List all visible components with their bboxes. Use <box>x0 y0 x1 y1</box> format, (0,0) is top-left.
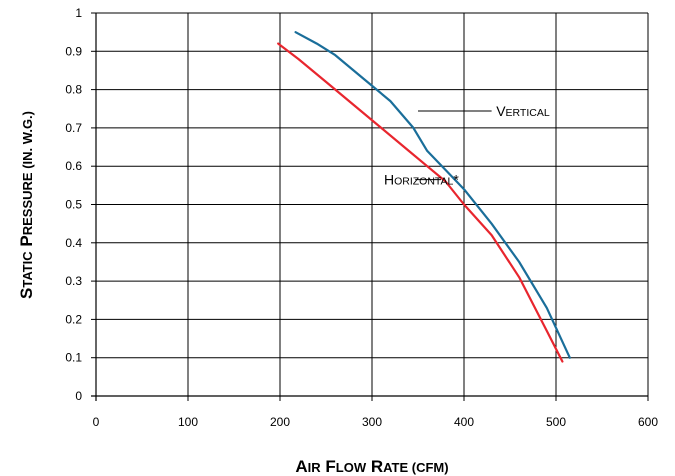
y-tick-label: 1 <box>75 6 82 20</box>
x-tick-label: 0 <box>93 415 100 429</box>
y-tick-label: 0.6 <box>65 159 82 173</box>
y-tick-label: 0.3 <box>65 274 82 288</box>
series-line-vertical <box>294 31 571 359</box>
grid <box>96 12 649 396</box>
axes <box>91 12 649 401</box>
series-lines <box>277 31 571 363</box>
x-tick-label: 500 <box>546 415 566 429</box>
x-tick-label: 200 <box>270 415 290 429</box>
y-tick-label: 0 <box>75 389 82 403</box>
annotation-label-vertical: VERTICAL <box>496 103 550 119</box>
y-tick-label: 0.1 <box>65 351 82 365</box>
annotations: VERTICAL HORIZONTAL* <box>384 103 550 188</box>
series-line-horizontal <box>277 42 564 363</box>
annotation-label-horizontal: HORIZONTAL* <box>384 172 459 188</box>
y-tick-label: 0.7 <box>65 121 82 135</box>
x-tick-label: 100 <box>178 415 198 429</box>
y-tick-label: 0.5 <box>65 198 82 212</box>
y-tick-label: 0.2 <box>65 312 82 326</box>
x-tick-label: 300 <box>362 415 382 429</box>
y-tick-label: 0.8 <box>65 83 82 97</box>
x-tick-label: 600 <box>638 415 658 429</box>
y-tick-label: 0.4 <box>65 236 82 250</box>
x-axis-title: AIR FLOW RATE (CFM) <box>295 457 448 476</box>
y-tick-label: 0.9 <box>65 44 82 58</box>
y-axis-title: STATIC PRESSURE (IN. W.G.) <box>17 111 36 299</box>
x-tick-label: 400 <box>454 415 474 429</box>
tick-labels: 0 0.1 0.2 0.3 0.4 0.5 0.6 0.7 0.8 0.9 1 0 100 200 300 4… <box>65 6 658 429</box>
